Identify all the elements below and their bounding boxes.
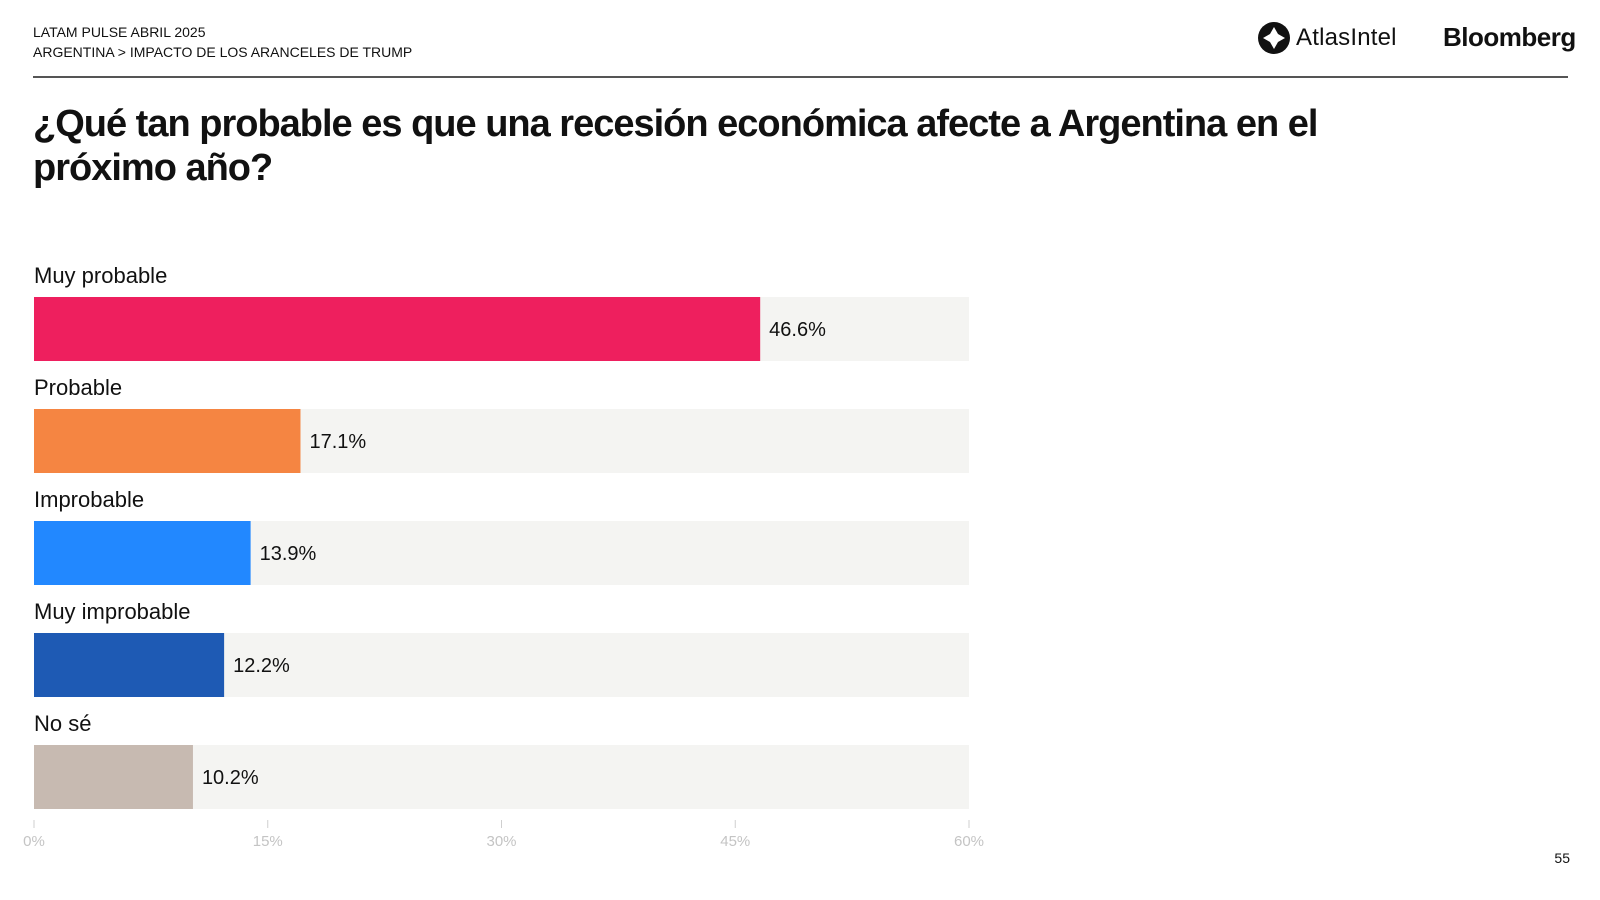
category-label-improbable: Improbable: [34, 487, 144, 512]
atlasintel-logo-icon: [1258, 22, 1290, 54]
bar-muy-improbable: [34, 633, 225, 697]
header-line-2: ARGENTINA > IMPACTO DE LOS ARANCELES DE …: [33, 44, 413, 60]
category-label-probable: Probable: [34, 375, 122, 400]
page-title: ¿Qué tan probable es que una recesión ec…: [33, 103, 1318, 189]
atlasintel-logo-text: AtlasIntel: [1296, 24, 1397, 51]
header-divider: [33, 76, 1568, 78]
category-label-muy-probable: Muy probable: [34, 263, 167, 288]
bar-muy-probable: [34, 297, 761, 361]
header-line-1: LATAM PULSE ABRIL 2025: [33, 24, 206, 40]
bar-improbable: [34, 521, 251, 585]
bar-no-s: [34, 745, 193, 809]
x-tick-label-15: 15%: [253, 833, 283, 850]
value-label-probable: 17.1%: [309, 431, 366, 453]
bloomberg-logo: Bloomberg: [1443, 22, 1576, 52]
header-breadcrumb: LATAM PULSE ABRIL 2025 ARGENTINA > IMPAC…: [33, 22, 412, 62]
x-tick-label-30: 30%: [486, 833, 516, 850]
x-tick-label-45: 45%: [720, 833, 750, 850]
x-tick-label-60: 60%: [954, 833, 984, 850]
x-tick-label-0: 0%: [23, 833, 45, 850]
value-label-muy-improbable: 12.2%: [233, 655, 290, 677]
category-label-no-s: No sé: [34, 711, 91, 736]
bar-probable: [34, 409, 301, 473]
value-label-muy-probable: 46.6%: [769, 319, 826, 341]
category-label-muy-improbable: Muy improbable: [34, 599, 191, 624]
atlasintel-logo: AtlasIntel: [1258, 22, 1397, 54]
value-label-improbable: 13.9%: [260, 543, 317, 565]
page-number: 55: [1554, 850, 1570, 866]
value-label-no-s: 10.2%: [202, 767, 259, 789]
